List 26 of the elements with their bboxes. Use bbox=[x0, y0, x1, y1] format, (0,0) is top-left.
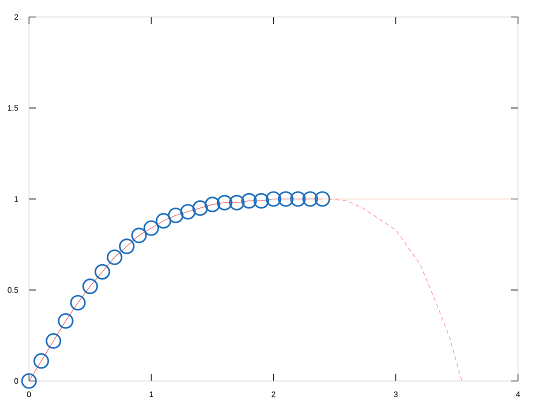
line-series bbox=[328, 198, 462, 382]
point bbox=[106, 249, 122, 266]
point bbox=[58, 313, 74, 329]
point bbox=[46, 333, 62, 349]
point bbox=[119, 238, 135, 254]
point bbox=[216, 194, 232, 210]
point bbox=[94, 264, 110, 280]
point bbox=[168, 208, 184, 224]
point bbox=[229, 194, 245, 210]
point bbox=[131, 228, 147, 244]
point bbox=[314, 191, 330, 207]
point bbox=[290, 191, 306, 207]
point bbox=[70, 294, 86, 311]
point bbox=[278, 191, 294, 207]
point bbox=[143, 220, 160, 236]
point bbox=[21, 373, 37, 389]
point bbox=[204, 196, 220, 212]
point bbox=[266, 191, 282, 207]
point bbox=[253, 193, 270, 209]
point bbox=[82, 278, 98, 294]
point bbox=[241, 193, 257, 209]
point bbox=[302, 191, 318, 207]
point bbox=[180, 204, 196, 220]
point bbox=[156, 213, 172, 229]
point bbox=[33, 353, 50, 369]
point bbox=[192, 200, 208, 216]
